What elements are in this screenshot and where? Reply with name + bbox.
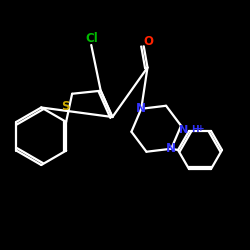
Text: N: N — [136, 102, 146, 115]
Text: +: + — [196, 124, 204, 133]
Text: S: S — [61, 100, 69, 113]
Text: H: H — [192, 125, 199, 134]
Text: Cl: Cl — [85, 32, 98, 45]
Text: N: N — [166, 142, 176, 155]
Text: N: N — [178, 125, 188, 135]
Text: O: O — [144, 35, 154, 48]
